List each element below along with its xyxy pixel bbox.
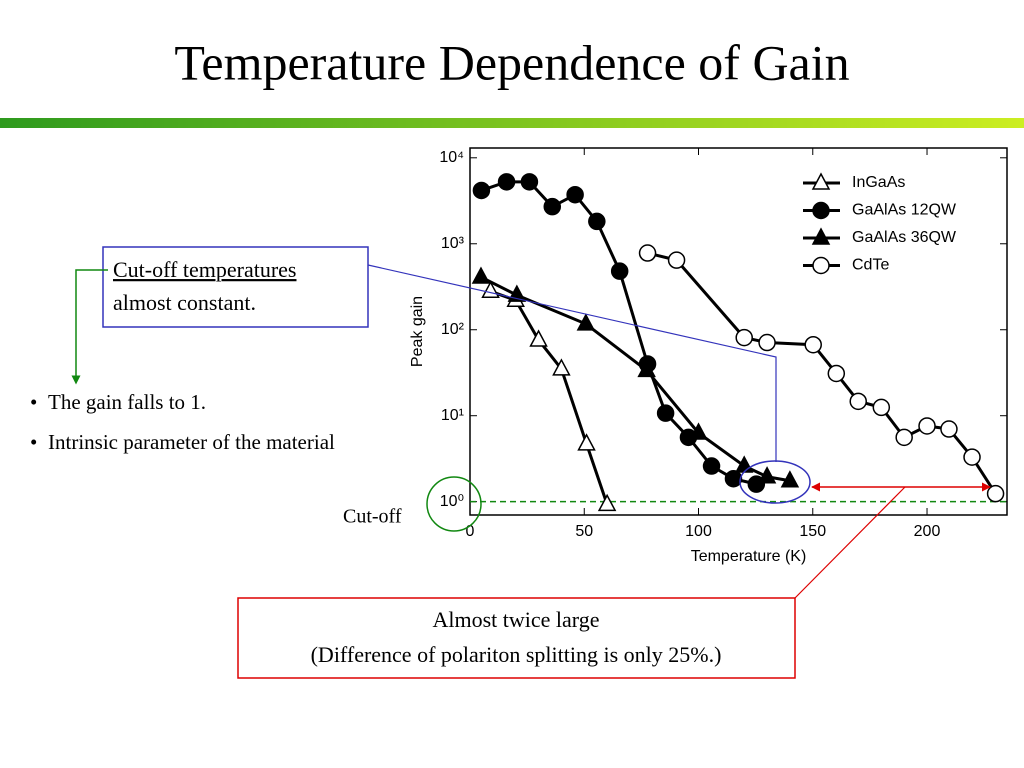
marker bbox=[849, 392, 867, 411]
callout-text: (Difference of polariton splitting is on… bbox=[311, 642, 722, 667]
marker bbox=[637, 359, 656, 378]
marker bbox=[656, 404, 675, 422]
x-tick-label: 0 bbox=[466, 523, 475, 540]
arrow bbox=[71, 269, 108, 385]
marker bbox=[552, 358, 571, 376]
cutoff-label: Cut-off bbox=[343, 506, 402, 528]
marker bbox=[543, 197, 562, 216]
y-tick-label: 10² bbox=[441, 321, 465, 338]
marker bbox=[757, 466, 777, 484]
marker bbox=[895, 428, 913, 447]
marker bbox=[812, 256, 830, 275]
marker bbox=[638, 244, 657, 262]
marker bbox=[940, 420, 958, 438]
marker bbox=[610, 262, 629, 280]
highlight-circle bbox=[426, 476, 482, 532]
y-tick-label: 10⁰ bbox=[440, 493, 464, 510]
marker bbox=[520, 173, 539, 191]
marker bbox=[872, 398, 891, 417]
callout-text: Almost twice large bbox=[433, 607, 600, 632]
marker bbox=[811, 227, 831, 245]
marker bbox=[811, 172, 831, 190]
legend-label: CdTe bbox=[852, 257, 889, 274]
marker bbox=[758, 333, 776, 352]
marker bbox=[963, 448, 981, 466]
x-tick-label: 100 bbox=[685, 523, 712, 540]
marker bbox=[827, 364, 846, 383]
x-tick-label: 150 bbox=[799, 523, 826, 540]
marker bbox=[702, 457, 721, 475]
y-axis-label: Peak gain bbox=[409, 296, 426, 367]
x-tick-label: 200 bbox=[914, 523, 941, 540]
connector bbox=[367, 264, 777, 462]
chart: 0 50 100 150 200 10⁰ 10¹ 10² 10³ 10⁴ Temperature (… bbox=[409, 147, 1008, 565]
callout-box bbox=[102, 246, 369, 328]
legend-label: GaAlAs 12QW bbox=[852, 202, 957, 219]
slide-title: Temperature Dependence of Gain bbox=[174, 34, 849, 90]
marker bbox=[804, 335, 822, 354]
y-tick-label: 10¹ bbox=[441, 407, 464, 424]
bullet: • bbox=[30, 430, 37, 454]
connector bbox=[794, 486, 906, 599]
marker bbox=[471, 266, 491, 284]
marker bbox=[735, 328, 753, 347]
y-tick-label: 10³ bbox=[441, 235, 465, 252]
y-tick-label: 10⁴ bbox=[439, 149, 464, 166]
marker bbox=[472, 181, 491, 200]
marker bbox=[529, 329, 548, 347]
highlight-ellipse bbox=[739, 460, 811, 504]
marker bbox=[667, 251, 686, 269]
bullet-text: Intrinsic parameter of the material bbox=[48, 430, 335, 454]
legend-label: GaAlAs 36QW bbox=[852, 229, 957, 246]
legend-label: InGaAs bbox=[852, 174, 905, 191]
marker bbox=[588, 212, 606, 231]
marker bbox=[812, 201, 830, 220]
marker bbox=[780, 470, 800, 488]
x-tick-label: 50 bbox=[575, 523, 593, 540]
marker bbox=[597, 493, 617, 512]
title-bar bbox=[0, 118, 1024, 128]
marker bbox=[576, 313, 596, 331]
marker bbox=[724, 469, 743, 488]
bullet-text: The gain falls to 1. bbox=[48, 390, 206, 414]
marker bbox=[986, 484, 1005, 503]
marker bbox=[566, 185, 584, 204]
marker bbox=[689, 422, 708, 440]
marker bbox=[918, 417, 936, 435]
callout-box bbox=[237, 597, 796, 679]
callout-text: Cut-off temperatures bbox=[113, 257, 296, 282]
callout-text: almost constant. bbox=[113, 290, 256, 315]
marker bbox=[577, 433, 596, 451]
bullet: • bbox=[30, 390, 37, 414]
marker bbox=[497, 173, 516, 191]
x-axis-label: Temperature (K) bbox=[691, 548, 807, 565]
